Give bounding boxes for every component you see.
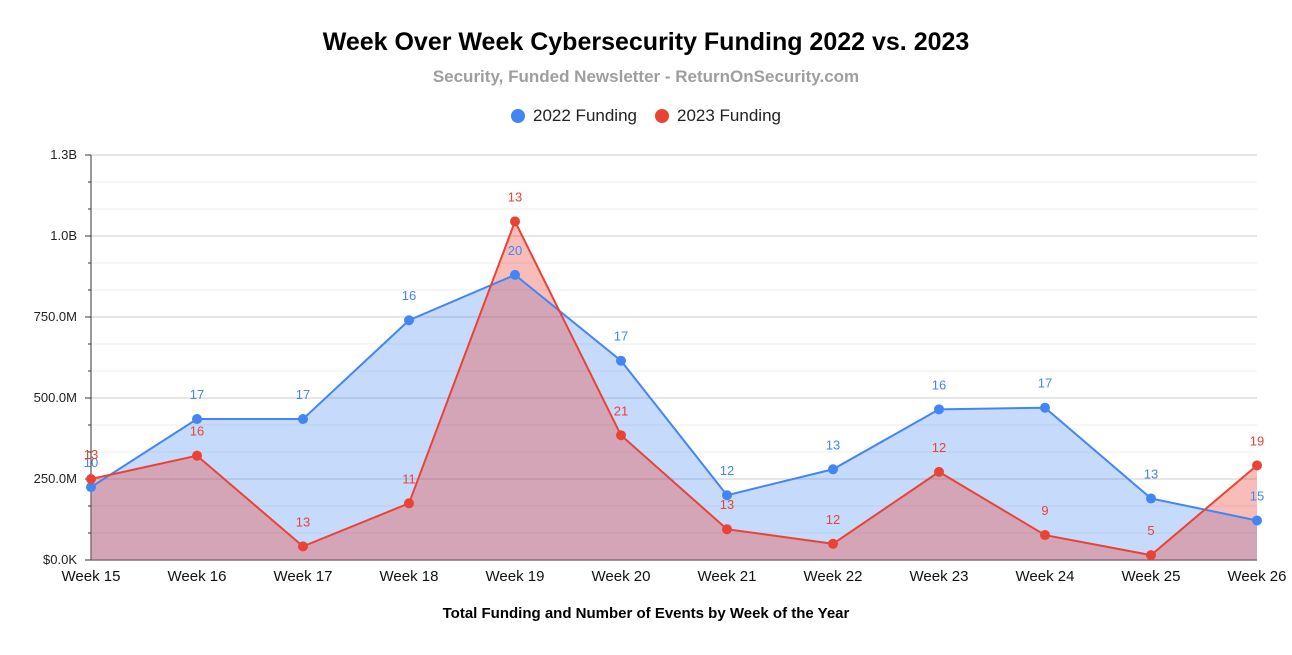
data-label: 20 (508, 243, 522, 258)
data-point (934, 466, 944, 477)
data-point (1252, 460, 1262, 471)
data-point (934, 404, 944, 415)
x-tick-label: Week 18 (380, 568, 439, 585)
y-tick-label: 500.0M (34, 390, 77, 405)
data-point (510, 216, 520, 227)
x-tick-label: Week 22 (804, 568, 863, 585)
series-line-0 (90, 273, 1258, 522)
data-point (1040, 402, 1050, 413)
data-point (616, 430, 626, 441)
legend-dot-2023-icon (655, 109, 669, 123)
data-label: 17 (296, 387, 310, 402)
data-label: 17 (190, 387, 204, 402)
data-point (1040, 530, 1050, 541)
data-point (510, 269, 520, 280)
data-point (86, 474, 96, 484)
data-label: 13 (84, 447, 98, 462)
data-label: 10 (84, 455, 98, 470)
x-tick-label: Week 16 (168, 568, 227, 585)
data-point (616, 355, 626, 366)
data-label: 5 (1147, 523, 1154, 538)
data-point (404, 315, 414, 326)
data-point (298, 414, 308, 425)
x-tick-label: Week 24 (1016, 568, 1075, 585)
data-label: 16 (190, 424, 204, 439)
data-label: 13 (508, 189, 522, 204)
data-label: 17 (614, 329, 628, 344)
data-point (722, 524, 732, 535)
data-point (828, 464, 838, 475)
chart-subtitle: Security, Funded Newsletter - ReturnOnSe… (432, 67, 860, 86)
legend-item-2022[interactable]: 2022 Funding (511, 106, 637, 126)
data-label: 12 (720, 463, 734, 478)
data-point (192, 450, 202, 461)
x-tick-label: Week 19 (486, 568, 545, 585)
data-point (1146, 493, 1156, 504)
data-point (192, 414, 202, 425)
y-tick-label: 250.0M (34, 471, 77, 486)
data-label: 12 (932, 440, 946, 455)
y-tick-label: $0.0K (43, 552, 77, 567)
data-point (722, 490, 732, 501)
data-label: 13 (720, 497, 734, 512)
data-label: 16 (932, 377, 946, 392)
data-point (1146, 550, 1156, 561)
x-tick-label: Week 17 (274, 568, 333, 585)
y-tick-label: 1.3B (50, 147, 77, 162)
data-label: 13 (296, 514, 310, 529)
data-point (404, 498, 414, 509)
legend-label-2023: 2023 Funding (677, 106, 781, 125)
data-label: 15 (1250, 488, 1264, 503)
y-tick-label: 750.0M (34, 309, 77, 324)
data-label: 17 (1038, 376, 1052, 391)
x-tick-label: Week 21 (698, 568, 757, 585)
legend-dot-2022-icon (511, 109, 526, 123)
x-tick-label: Week 15 (62, 568, 121, 585)
data-label: 11 (402, 471, 416, 486)
x-tick-label: Week 26 (1228, 568, 1287, 585)
series-line-1 (90, 218, 1258, 557)
data-point (1252, 515, 1262, 526)
chart-title: Week Over Week Cybersecurity Funding 202… (322, 28, 970, 56)
data-point (828, 538, 838, 549)
x-axis-label: Total Funding and Number of Events by We… (442, 605, 850, 622)
x-tick-label: Week 20 (592, 568, 651, 585)
x-tick-label: Week 23 (910, 568, 969, 585)
data-point (86, 482, 96, 493)
chart-legend: 2022 Funding 2023 Funding (0, 106, 1292, 126)
data-label: 16 (402, 288, 416, 303)
data-label: 12 (826, 512, 840, 527)
legend-label-2022: 2022 Funding (533, 106, 637, 125)
data-label: 19 (1250, 433, 1264, 448)
data-label: 21 (614, 403, 628, 418)
legend-item-2023[interactable]: 2023 Funding (655, 106, 781, 126)
y-tick-label: 1.0B (50, 228, 77, 243)
x-tick-label: Week 25 (1122, 568, 1181, 585)
data-label: 9 (1041, 503, 1048, 518)
series-area-1 (91, 221, 1257, 561)
data-label: 13 (1144, 466, 1158, 481)
data-label: 13 (826, 437, 840, 452)
data-point (298, 541, 308, 552)
